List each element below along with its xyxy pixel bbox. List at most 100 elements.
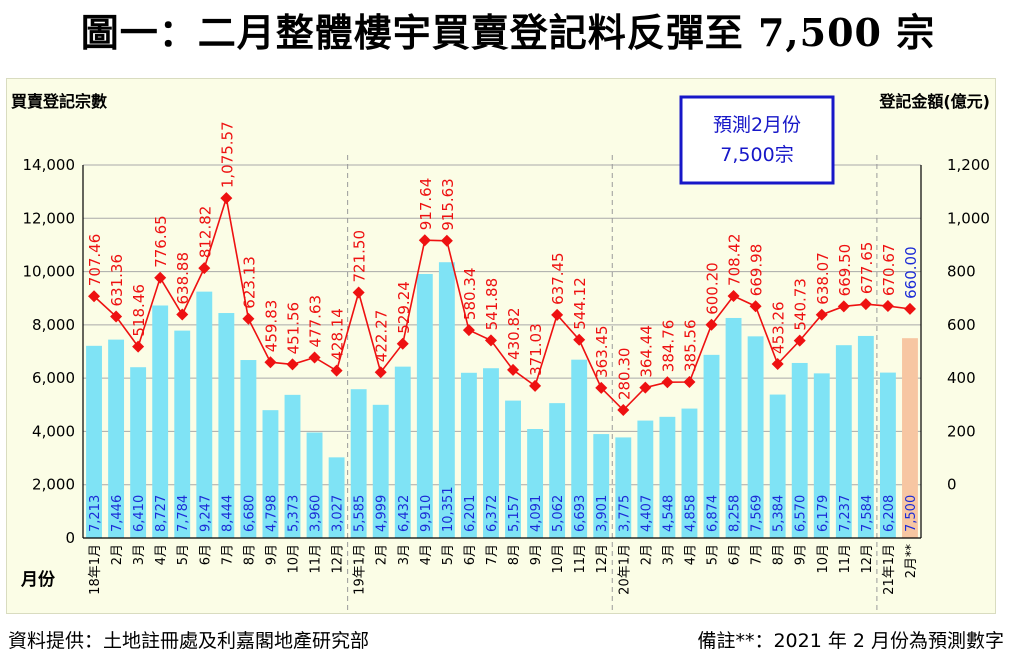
bar — [284, 394, 301, 538]
bar — [527, 429, 544, 538]
line-value-label: 580.34 — [461, 268, 479, 321]
line-value-label: 917.64 — [417, 178, 435, 231]
y-tick-right: 1,000 — [947, 209, 990, 227]
line-value-label: 518.46 — [130, 284, 148, 337]
bar — [879, 372, 896, 538]
bar-value-label: 7,446 — [110, 495, 125, 532]
x-tick-label: 8月 — [772, 544, 787, 565]
bar-value-label: 4,798 — [264, 495, 279, 532]
line-marker — [308, 351, 321, 364]
line-value-label: 544.12 — [571, 277, 589, 330]
bar — [483, 368, 499, 538]
bar-value-label: 9,247 — [198, 495, 213, 532]
bar — [857, 335, 874, 538]
bar — [813, 373, 830, 538]
bar-value-label: 4,548 — [661, 495, 676, 532]
line-marker — [815, 308, 828, 321]
line-marker — [352, 286, 365, 299]
bar — [328, 457, 345, 538]
x-tick-label: 5月 — [706, 544, 721, 565]
bar — [130, 367, 147, 538]
bar-value-label: 3,027 — [331, 495, 346, 532]
forecast-note: 備註**：2021 年 2 月份為預測數字 — [697, 630, 1004, 652]
bar — [218, 313, 235, 538]
chart-svg: 0 2,000 4,000 6,000 8,000 10,000 12,000 14,000 0… — [11, 92, 990, 610]
line-marker — [264, 356, 277, 369]
bar-value-label: 6,179 — [816, 495, 831, 532]
bar — [196, 291, 213, 538]
line-value-label: 371.03 — [527, 323, 545, 376]
line-marker — [330, 364, 343, 377]
bar-value-label: 5,157 — [507, 495, 522, 532]
y-tick-left: 10,000 — [23, 263, 76, 281]
bar — [725, 317, 742, 538]
y-tick-left: 6,000 — [32, 369, 75, 387]
line-value-label: 451.56 — [285, 302, 303, 355]
line-value-label: 428.14 — [329, 308, 347, 361]
line-marker — [176, 308, 189, 321]
bar-value-label: 3,901 — [595, 495, 610, 532]
x-tick-label: 10月 — [816, 544, 831, 574]
bar — [703, 354, 720, 538]
line-value-label: 669.50 — [836, 244, 854, 297]
y-tick-left: 4,000 — [32, 422, 75, 440]
bar — [791, 362, 808, 538]
line-value-label: 363.45 — [593, 325, 611, 378]
x-tick-label: 6月 — [728, 544, 743, 565]
x-tick-label: 4月 — [154, 544, 169, 565]
line-marker — [573, 333, 586, 346]
bar — [681, 408, 698, 538]
line-marker — [595, 381, 608, 394]
x-tick-label: 2月** — [904, 544, 919, 579]
line-value-label: 660.00 — [902, 246, 920, 299]
bar-value-label: 4,091 — [529, 495, 544, 532]
x-tick-label: 11月 — [309, 544, 324, 574]
bar — [505, 400, 521, 538]
line-value-label: 385.56 — [681, 319, 699, 372]
value-line — [93, 197, 911, 412]
bar-value-label: 6,208 — [882, 495, 897, 532]
line-marker — [903, 302, 916, 315]
line-value-label: 776.65 — [152, 215, 170, 268]
bar-value-label: 3,775 — [617, 495, 632, 532]
y-tick-right: 1,200 — [947, 156, 990, 174]
bar-value-label: 5,384 — [772, 495, 787, 532]
bar — [438, 262, 455, 538]
x-tick-label: 5月 — [441, 544, 456, 565]
x-tick-label: 3月 — [132, 544, 147, 565]
bar-value-label: 10,351 — [441, 487, 456, 533]
line-value-label: 637.45 — [549, 252, 567, 305]
line-value-label: 477.63 — [307, 295, 325, 348]
x-tick-label: 21年1月 — [882, 544, 897, 595]
x-tick-label: 8月 — [507, 544, 522, 565]
x-tick-label: 2月 — [110, 544, 125, 565]
x-tick-label: 3月 — [397, 544, 412, 565]
bar — [769, 394, 786, 538]
bar-value-label: 7,584 — [860, 495, 875, 532]
y-tick-right: 200 — [947, 422, 976, 440]
x-tick-label: 3月 — [661, 544, 676, 565]
bar — [86, 345, 102, 538]
y-axis-right-title: 登記金額(億元) — [878, 92, 990, 111]
x-tick-label: 18年1月 — [88, 544, 103, 595]
x-tick-label: 2月 — [639, 544, 654, 565]
bar-value-label: 7,500 — [904, 495, 919, 532]
bar-value-label: 4,999 — [375, 495, 390, 532]
line-marker — [220, 192, 233, 205]
bar-value-label: 9,910 — [419, 495, 434, 532]
x-tick-label: 12月 — [331, 544, 346, 574]
x-tick-label: 2月 — [375, 544, 390, 565]
x-tick-label: 7月 — [750, 544, 765, 565]
bar — [108, 339, 125, 538]
x-tick-label: 7月 — [220, 544, 235, 565]
line-marker — [110, 310, 123, 323]
x-tick-label: 11月 — [838, 544, 853, 574]
bar-value-label: 7,569 — [750, 495, 765, 532]
line-value-label: 623.13 — [240, 256, 258, 309]
source-note: 資料提供：土地註冊處及利嘉閣地產研究部 — [8, 630, 370, 652]
x-tick-label: 5月 — [176, 544, 191, 565]
x-axis-title: 月份 — [20, 569, 56, 590]
bar — [615, 437, 632, 538]
x-tick-label: 6月 — [463, 544, 478, 565]
bar — [902, 338, 918, 538]
